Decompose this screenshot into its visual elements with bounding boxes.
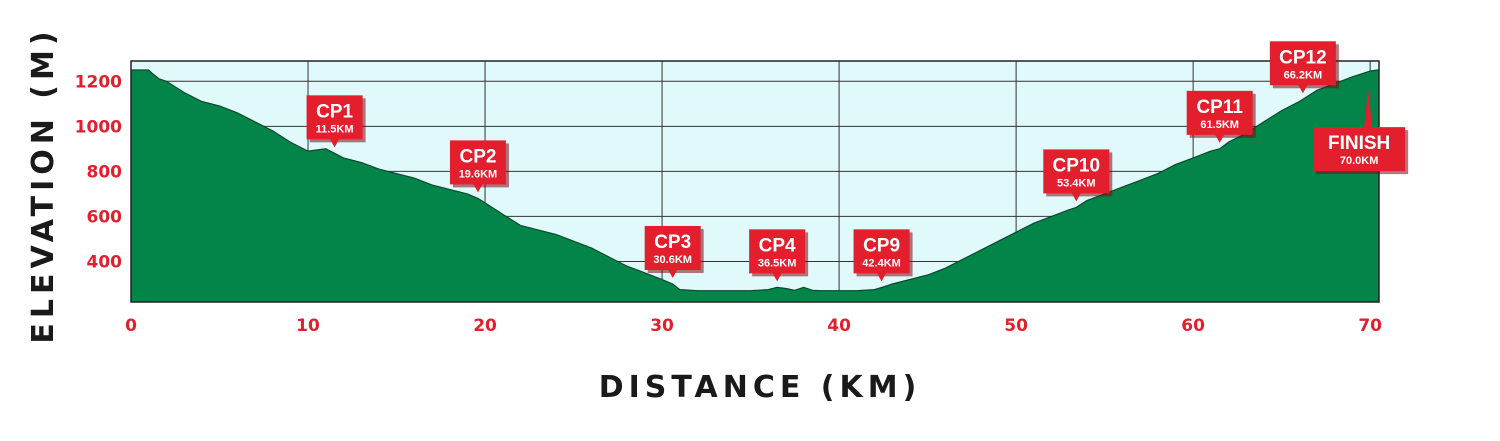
marker-pointer: [1214, 133, 1225, 143]
x-tick-label: 70: [1358, 316, 1382, 336]
marker-pointer: [667, 268, 678, 278]
checkpoint-name: CP12: [1279, 47, 1327, 68]
marker-box: [1269, 41, 1336, 86]
checkpoint-name: CP9: [863, 235, 900, 256]
checkpoint-name: CP11: [1196, 97, 1243, 118]
marker-box: [449, 140, 506, 185]
checkpoint-name: CP3: [654, 232, 691, 253]
x-tick-label: 60: [1181, 316, 1205, 336]
marker-pointer: [1364, 89, 1373, 128]
y-tick-label: 1200: [75, 72, 122, 92]
checkpoint-distance: 36.5KM: [758, 257, 797, 269]
checkpoint-name: FINISH: [1328, 133, 1390, 154]
marker-box: [1043, 149, 1110, 194]
x-tick-label: 20: [473, 316, 497, 336]
checkpoint-distance: 61.5KM: [1200, 119, 1239, 131]
elevation-area: [131, 69, 1379, 302]
y-tick-label: 800: [87, 162, 123, 182]
checkpoint-distance: 66.2KM: [1284, 69, 1323, 81]
x-tick-label: 30: [650, 316, 674, 336]
y-tick-label: 400: [87, 252, 123, 272]
plot-frame: [130, 60, 1380, 303]
x-tick-label: 40: [827, 316, 851, 336]
checkpoint-distance: 42.4KM: [862, 257, 901, 269]
marker-pointer: [876, 272, 887, 282]
checkpoint-distance: 70.0KM: [1340, 155, 1379, 167]
y-tick-label: 1000: [75, 117, 122, 137]
x-axis-title: DISTANCE (KM): [599, 370, 922, 405]
checkpoint-distance: 30.6KM: [653, 254, 692, 266]
checkpoint-distance: 19.6KM: [459, 168, 498, 180]
marker-pointer: [1297, 84, 1308, 94]
marker-box: [306, 95, 363, 140]
y-tick-labels: 400 600 800 1000 1200: [75, 72, 122, 272]
checkpoint-name: CP10: [1053, 155, 1101, 176]
marker-pointer: [472, 183, 483, 193]
marker-box: [853, 229, 910, 274]
y-axis-title: ELEVATION (M): [26, 26, 61, 343]
marker-box: [644, 225, 701, 270]
x-tick-label: 10: [296, 316, 320, 336]
marker-pointer: [1071, 192, 1082, 202]
marker-box: [1313, 127, 1406, 172]
marker-box: [1186, 90, 1253, 135]
x-tick-labels: 0 10 20 30 40 50 60 70: [125, 316, 1382, 336]
checkpoint-name: CP1: [316, 101, 353, 122]
marker-box: [749, 229, 806, 274]
marker-pointer: [772, 272, 783, 282]
checkpoint-distance: 53.4KM: [1057, 177, 1096, 189]
x-tick-label: 50: [1004, 316, 1028, 336]
marker-pointer: [329, 138, 340, 148]
checkpoint-distance: 11.5KM: [316, 123, 354, 135]
y-tick-label: 600: [87, 207, 123, 227]
checkpoint-name: CP4: [759, 235, 796, 256]
x-tick-label: 0: [125, 316, 137, 336]
checkpoint-name: CP2: [459, 146, 496, 167]
